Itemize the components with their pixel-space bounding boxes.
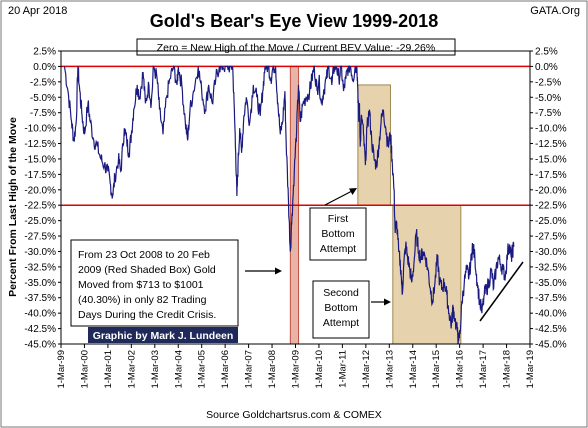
x-tick-label: 1-Mar-08 — [267, 350, 278, 389]
credit-box — [88, 327, 238, 343]
x-tick-label: 1-Mar-02 — [126, 350, 137, 389]
y-tick-label-left: -20.0% — [24, 185, 56, 196]
first-bottom-arrow — [324, 190, 353, 206]
y-tick-label-right: -20.0% — [535, 185, 567, 196]
credit-crisis-line-4: (40.30%) in only 82 Trading — [78, 294, 207, 306]
y-tick-label-left: -35.0% — [24, 278, 56, 289]
y-tick-label-right: -45.0% — [535, 340, 567, 351]
second-bottom-box — [312, 280, 370, 339]
source-tag: GATA.Org — [530, 5, 580, 17]
x-tick-label: 1-Mar-14 — [408, 350, 419, 389]
y-tick-label-left: -5.0% — [30, 93, 56, 104]
y-axis-title: Percent From Last High of the Move — [7, 117, 19, 297]
first-bottom-line-2: Bottom — [321, 228, 355, 240]
y-tick-label-left: -7.5% — [30, 108, 56, 119]
first-bottom-line-1: First — [328, 213, 348, 225]
source-label: Source Goldchartsrus.com & COMEX — [206, 409, 382, 421]
x-tick-label: 1-Mar-18 — [502, 350, 513, 389]
credit-crisis-line-1: From 23 Oct 2008 to 20 Feb — [78, 249, 210, 261]
credit-crisis-line-3: Moved from $713 to $1001 — [78, 279, 204, 291]
y-tick-label-right: -25.0% — [535, 216, 567, 227]
first-bottom-arrow-head — [349, 188, 357, 195]
y-tick-label-left: -22.5% — [24, 201, 56, 212]
second-bottom-line-3: Attempt — [323, 317, 359, 329]
y-tick-label-left: -15.0% — [24, 154, 56, 165]
credit-crisis-arrow-head — [275, 267, 282, 275]
shaded-boxes — [289, 65, 462, 345]
chart-subtitle: Zero = New High of the Move / Current BE… — [157, 42, 435, 54]
y-tick-label-right: -27.5% — [535, 232, 567, 243]
y-tick-label-left: -10.0% — [24, 124, 56, 135]
x-tick-label: 1-Mar-00 — [79, 350, 90, 389]
second-bottom-arrow-head — [384, 298, 391, 306]
x-tick-label: 1-Mar-16 — [455, 350, 466, 389]
second-bottom-line-2: Bottom — [324, 302, 358, 314]
series-line-1 — [63, 65, 515, 345]
y-tick-label-left: -45.0% — [24, 340, 56, 351]
plot-border — [60, 50, 531, 345]
y-tick-label-right: -15.0% — [535, 154, 567, 165]
x-tick-label: 1-Mar-99 — [56, 350, 67, 389]
y-tick-label-left: -30.0% — [24, 247, 56, 258]
y-tick-label-left: -40.0% — [24, 309, 56, 320]
y-tick-label-left: -37.5% — [24, 293, 56, 304]
y-tick-label-right: -35.0% — [535, 278, 567, 289]
y-tick-label-left: 2.5% — [33, 47, 56, 58]
series-layer — [63, 65, 515, 345]
y-tick-label-right: -12.5% — [535, 139, 567, 150]
y-tick-label-right: -40.0% — [535, 309, 567, 320]
support-trend-line — [479, 261, 524, 322]
x-tick-label: 1-Mar-15 — [431, 350, 442, 389]
y-tick-label-right: -22.5% — [535, 201, 567, 212]
x-tick-label: 1-Mar-10 — [314, 350, 325, 389]
y-tick-label-left: -17.5% — [24, 170, 56, 181]
credit-crisis-line-5: Days During the Credit Crisis. — [78, 309, 216, 321]
chart-title: Gold's Bear's Eye View 1999-2018 — [150, 11, 438, 31]
y-tick-label-left: 0.0% — [33, 62, 56, 73]
y-tick-label-left: -25.0% — [24, 216, 56, 227]
x-tick-label: 1-Mar-04 — [173, 350, 184, 389]
y-tick-label-right: -32.5% — [535, 262, 567, 273]
x-tick-label: 1-Mar-03 — [150, 350, 161, 389]
y-tick-label-left: -32.5% — [24, 262, 56, 273]
y-tick-label-right: -2.5% — [535, 77, 561, 88]
x-tick-label: 1-Mar-11 — [337, 350, 348, 388]
y-tick-label-right: -30.0% — [535, 247, 567, 258]
x-tick-label: 1-Mar-06 — [220, 350, 231, 389]
second-bottom-line-1: Second — [323, 287, 359, 299]
x-tick-label: 1-Mar-05 — [197, 350, 208, 389]
first-bottom-line-3: Attempt — [320, 243, 356, 255]
y-tick-label-right: -10.0% — [535, 124, 567, 135]
x-tick-label: 1-Mar-01 — [103, 350, 114, 389]
y-tick-label-right: -42.5% — [535, 324, 567, 335]
credit-crisis-line-2: 2009 (Red Shaded Box) Gold — [78, 264, 216, 276]
y-tick-label-right: -5.0% — [535, 93, 561, 104]
x-tick-label: 1-Mar-09 — [291, 350, 302, 389]
y-tick-label-left: -12.5% — [24, 139, 56, 150]
x-tick-label: 1-Mar-17 — [478, 350, 489, 389]
x-tick-label: 1-Mar-19 — [525, 350, 536, 389]
y-tick-label-right: 0.0% — [535, 62, 558, 73]
y-tick-label-right: 2.5% — [535, 47, 558, 58]
credit-label: Graphic by Mark J. Lundeen — [93, 330, 234, 342]
x-tick-label: 1-Mar-07 — [244, 350, 255, 389]
y-tick-label-right: -17.5% — [535, 170, 567, 181]
y-tick-label-left: -2.5% — [30, 77, 56, 88]
y-tick-label-left: -42.5% — [24, 324, 56, 335]
shaded-box-2 — [357, 84, 391, 206]
reference-lines — [61, 65, 530, 206]
y-tick-label-left: -27.5% — [24, 232, 56, 243]
x-tick-label: 1-Mar-12 — [361, 350, 372, 389]
first-bottom-box — [309, 207, 367, 261]
credit-crisis-box — [70, 239, 239, 327]
tick-labels: 2.5% 2.5% 0.0% 0.0% -2.5% -2.5% -5.0% -5.0% -7.5… — [24, 47, 566, 389]
y-tick-label-right: -37.5% — [535, 293, 567, 304]
y-tick-label-right: -7.5% — [535, 108, 561, 119]
date-label: 20 Apr 2018 — [8, 5, 67, 17]
x-tick-label: 1-Mar-13 — [384, 350, 395, 389]
